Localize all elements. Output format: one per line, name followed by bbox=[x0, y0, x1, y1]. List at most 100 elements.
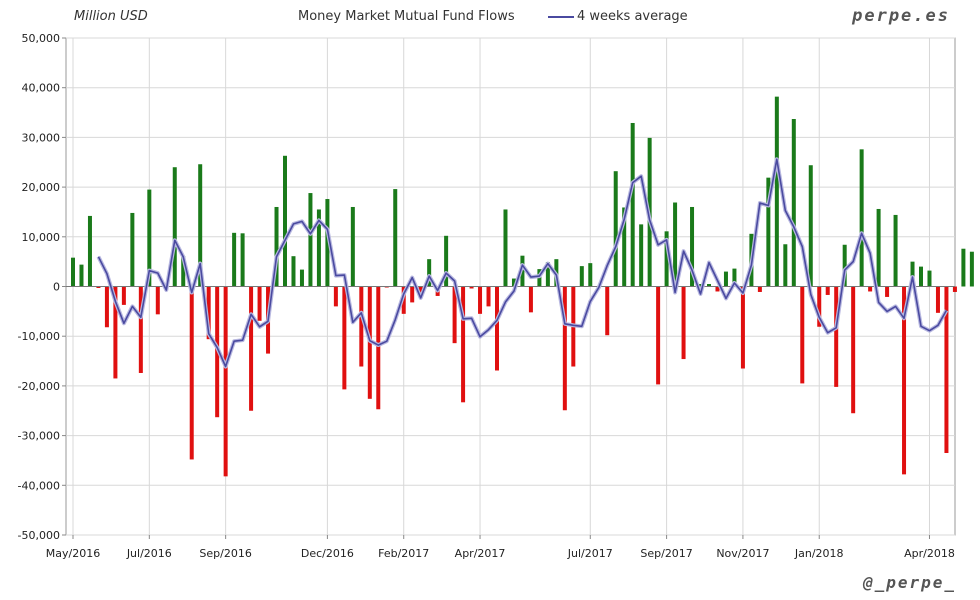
flow-bar bbox=[969, 251, 974, 287]
flow-bar bbox=[885, 286, 890, 297]
y-tick-label: 30,000 bbox=[22, 131, 61, 144]
y-tick-label: -30,000 bbox=[18, 430, 60, 443]
flow-bar bbox=[868, 286, 873, 292]
flow-bar bbox=[656, 286, 661, 385]
legend-line-swatch bbox=[548, 15, 574, 18]
flow-bar bbox=[757, 286, 762, 292]
y-tick-label: -50,000 bbox=[18, 529, 60, 542]
x-tick-label: Sep/2017 bbox=[640, 547, 692, 560]
x-tick-label: Jan/2018 bbox=[794, 547, 844, 560]
flow-bar bbox=[478, 286, 483, 314]
flow-bar bbox=[944, 286, 949, 453]
flow-bar bbox=[791, 119, 796, 287]
legend: 4 weeks average bbox=[548, 9, 688, 24]
flow-bar bbox=[257, 286, 262, 321]
x-tick-label: Sep/2016 bbox=[199, 547, 251, 560]
flow-bar bbox=[342, 286, 347, 390]
flow-bar bbox=[808, 165, 813, 287]
flow-bar bbox=[893, 214, 898, 287]
flow-bar bbox=[859, 149, 864, 287]
average-line bbox=[97, 158, 948, 368]
flow-bar bbox=[876, 208, 881, 287]
flow-bar bbox=[622, 207, 627, 287]
flow-bar bbox=[825, 286, 830, 295]
x-tick-label: May/2016 bbox=[46, 547, 100, 560]
flow-bar bbox=[223, 286, 228, 477]
flow-bar bbox=[774, 96, 779, 287]
y-tick-label: 20,000 bbox=[22, 181, 61, 194]
flow-bar bbox=[723, 271, 728, 287]
flow-bar bbox=[639, 224, 644, 287]
flow-bar bbox=[240, 233, 245, 287]
author-handle: @_perpe_ bbox=[862, 573, 956, 592]
flow-bar bbox=[935, 286, 940, 313]
y-tick-label: -10,000 bbox=[18, 330, 60, 343]
flow-bar bbox=[316, 209, 321, 287]
flow-bar bbox=[834, 286, 839, 387]
flow-bar bbox=[121, 286, 126, 305]
x-tick-label: Apr/2018 bbox=[904, 547, 955, 560]
x-tick-label: Feb/2017 bbox=[378, 547, 429, 560]
flow-bar bbox=[291, 256, 296, 287]
flow-bar bbox=[393, 189, 398, 287]
flow-bar bbox=[232, 232, 237, 287]
flow-bar bbox=[308, 193, 313, 287]
flow-bar bbox=[299, 269, 304, 287]
flow-bar bbox=[740, 286, 745, 369]
flow-bar bbox=[952, 286, 957, 292]
flow-bar bbox=[511, 278, 516, 287]
flow-bar bbox=[817, 286, 822, 327]
flow-bar bbox=[469, 286, 474, 289]
flow-bar bbox=[71, 257, 75, 287]
flow-bar bbox=[842, 244, 847, 287]
flow-bar bbox=[851, 286, 856, 414]
flow-bar bbox=[283, 155, 287, 287]
flow-bar bbox=[189, 286, 194, 460]
flow-bar bbox=[104, 286, 109, 328]
y-tick-label: -20,000 bbox=[18, 380, 60, 393]
flow-bar bbox=[902, 286, 907, 475]
y-tick-label: 50,000 bbox=[22, 32, 61, 45]
flow-bar bbox=[528, 286, 533, 313]
flow-bar bbox=[155, 286, 160, 315]
flow-bar bbox=[113, 286, 118, 379]
x-tick-label: Apr/2017 bbox=[455, 547, 506, 560]
x-tick-label: Dec/2016 bbox=[301, 547, 354, 560]
flow-bar bbox=[333, 286, 338, 307]
flow-bar bbox=[732, 268, 737, 287]
flow-bar bbox=[698, 284, 703, 287]
x-tick-label: Jul/2017 bbox=[567, 547, 613, 560]
brand-watermark: perpe.es bbox=[852, 6, 950, 26]
flow-bar bbox=[206, 286, 211, 340]
flow-bar bbox=[715, 286, 720, 292]
flow-bar bbox=[96, 286, 101, 288]
flow-bar bbox=[376, 286, 381, 410]
flow-bar bbox=[673, 202, 678, 287]
flow-bar bbox=[910, 261, 915, 287]
flow-bar bbox=[605, 286, 610, 336]
y-tick-label: 0 bbox=[53, 281, 60, 294]
x-tick-label: Jul/2016 bbox=[126, 547, 172, 560]
flow-bar bbox=[452, 286, 457, 344]
y-tick-label: 40,000 bbox=[22, 82, 61, 95]
flow-bar bbox=[664, 231, 669, 287]
flow-bar bbox=[172, 167, 177, 287]
flow-bar bbox=[181, 256, 186, 287]
flow-bar bbox=[461, 286, 466, 403]
flow-bar bbox=[562, 286, 567, 411]
flow-bar bbox=[503, 209, 508, 287]
flow-bar bbox=[495, 286, 499, 371]
flow-bar bbox=[325, 199, 330, 287]
flow-bar bbox=[630, 122, 635, 287]
flow-bar bbox=[130, 212, 135, 287]
flow-bar bbox=[579, 266, 584, 287]
flow-bar bbox=[613, 171, 618, 287]
flow-bar bbox=[359, 286, 364, 367]
flow-bar bbox=[427, 259, 432, 287]
flow-bar bbox=[87, 215, 92, 287]
flow-bar bbox=[249, 286, 254, 411]
chart-title: Money Market Mutual Fund Flows bbox=[298, 9, 515, 24]
y-tick-label: 10,000 bbox=[22, 231, 61, 244]
legend-label: 4 weeks average bbox=[577, 9, 688, 24]
flow-bar bbox=[690, 206, 695, 287]
